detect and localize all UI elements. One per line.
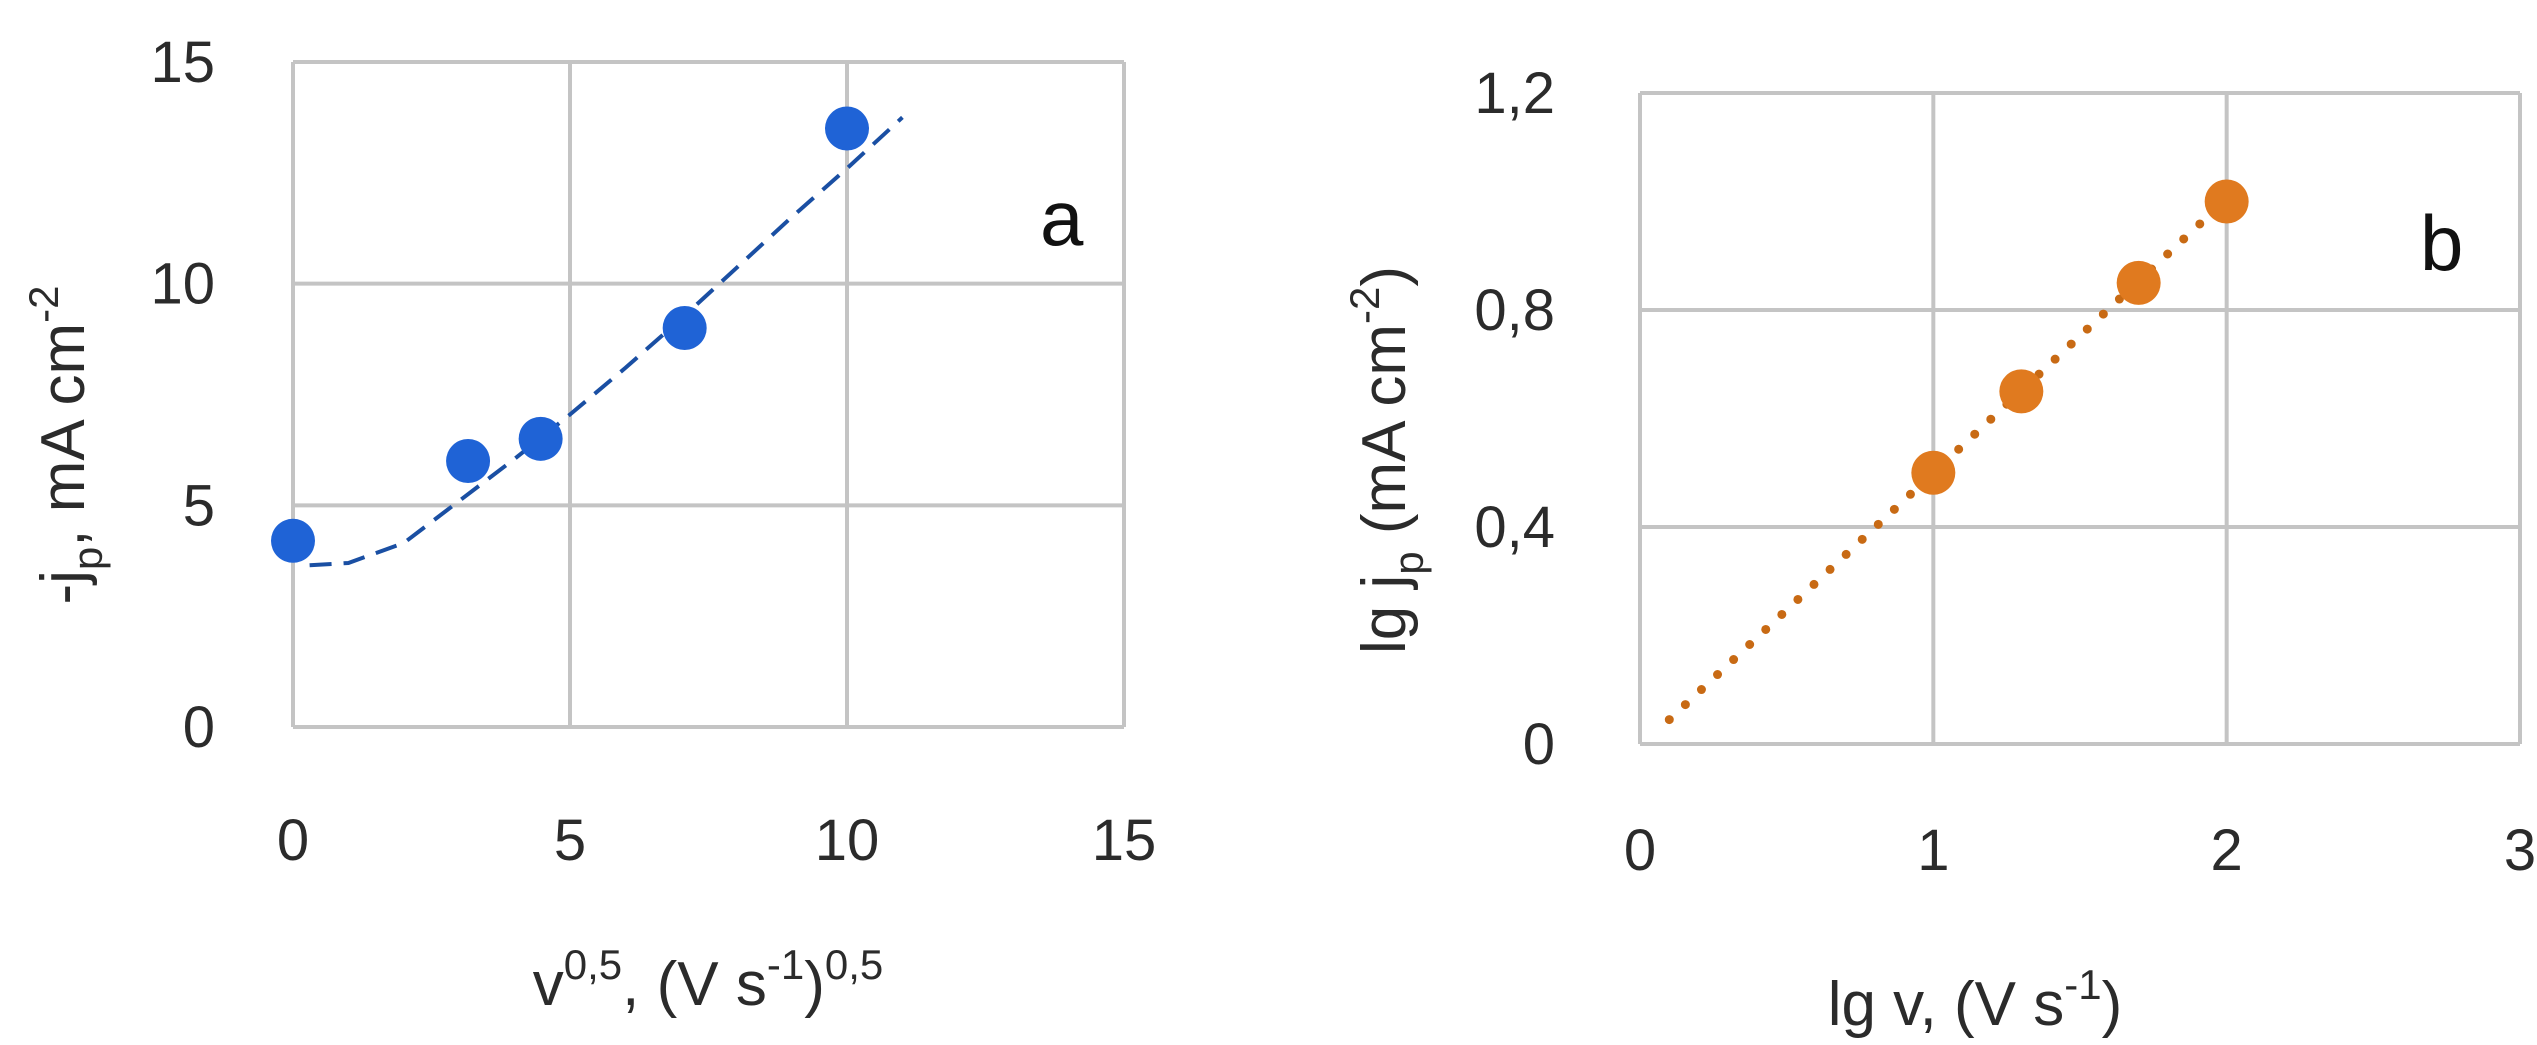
panel-a-gridlines <box>291 60 1126 729</box>
panel-a-data-point <box>518 416 563 461</box>
panel-b-markers <box>1911 179 2249 495</box>
panel-a-data-point <box>825 106 869 151</box>
panel-b-trendline-path <box>1664 186 2240 725</box>
panel-a-markers <box>271 106 869 563</box>
panel-a-trendline <box>309 115 904 568</box>
panel-b-data-point <box>1911 450 1956 495</box>
panel-b-letter: b <box>2420 199 2463 287</box>
panel-b-y-tick-labels: 0 0,4 0,8 1,2 <box>1474 61 1555 777</box>
panel-b-x-tick-label: 1 <box>1917 818 1949 883</box>
panel-b-x-axis-label: lg v, (V s-1) <box>1828 961 2123 1039</box>
panel-a-y-axis-label: -jp, mA cm-2 <box>20 285 111 604</box>
panel-a-y-tick-label: 5 <box>183 473 215 538</box>
panel-b-data-point <box>2204 179 2249 224</box>
panel-b-data-point <box>1999 369 2044 414</box>
panel-b-y-tick-label: 0,8 <box>1474 278 1555 343</box>
panel-b-y-tick-label: 0 <box>1523 712 1555 777</box>
panel-a-letter: a <box>1040 174 1084 262</box>
panel-a-data-point <box>271 518 315 563</box>
panel-b-y-tick-label: 1,2 <box>1474 61 1555 126</box>
panel-a-y-tick-label: 0 <box>183 695 215 760</box>
panel-b-y-axis-label: lg jp (mA cm-2) <box>1341 266 1432 654</box>
panel-a-x-tick-label: 15 <box>1092 808 1157 873</box>
panel-a-y-tick-label: 10 <box>150 252 215 317</box>
panel-b-data-point <box>2116 260 2161 305</box>
panel-a-data-point <box>662 306 707 350</box>
panel-a-y-tick-labels: 0 5 10 15 <box>150 30 215 760</box>
panel-a-x-tick-label: 10 <box>815 808 880 873</box>
panel-a-data-point <box>446 439 491 483</box>
panel-a-x-tick-labels: 0 5 10 15 <box>277 808 1156 873</box>
panel-b-trendline <box>1664 186 2240 725</box>
panel-b-gridlines <box>1638 91 2522 746</box>
panel-b-x-tick-labels: 0 1 2 3 <box>1624 818 2536 883</box>
panel-a: 0 5 10 15 0 5 10 15 a v0,5, (V s-1)0,5 -jp, mA… <box>20 30 1156 1019</box>
panel-a-x-tick-label: 5 <box>554 808 586 873</box>
panel-a-x-tick-label: 0 <box>277 808 309 873</box>
panel-b-x-tick-label: 0 <box>1624 818 1656 883</box>
panel-b-y-tick-label: 0,4 <box>1474 495 1555 560</box>
panel-a-trendline-path <box>309 115 904 568</box>
panel-b: 0 1 2 3 0 0,4 0,8 1,2 b lg v, (V s-1) lg jp (m… <box>1341 61 2536 1039</box>
panel-b-x-tick-label: 3 <box>2504 818 2536 883</box>
panel-a-y-tick-label: 15 <box>150 30 215 95</box>
panel-a-x-axis-label: v0,5, (V s-1)0,5 <box>533 941 883 1019</box>
panel-b-x-tick-label: 2 <box>2211 818 2243 883</box>
